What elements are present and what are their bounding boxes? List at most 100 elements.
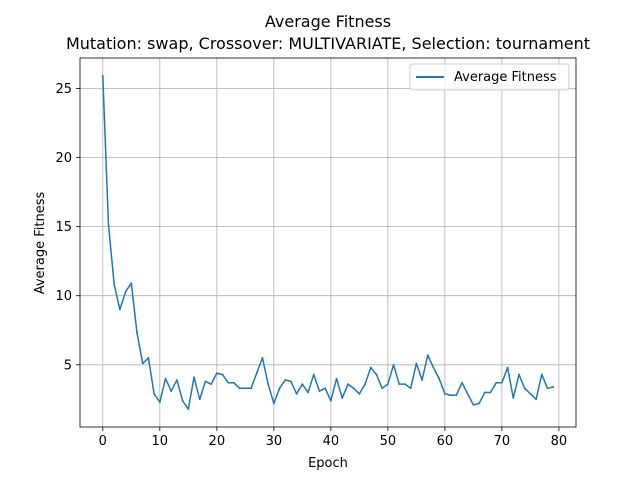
axis-ticks: 0 10 20 30 40 50 60 70 80 5 10 15 20 25 — [55, 82, 567, 449]
series-point — [438, 377, 441, 380]
series-line — [102, 75, 555, 410]
series-point — [381, 387, 384, 390]
series-point — [495, 381, 498, 384]
legend: Average Fitness — [409, 63, 570, 91]
x-tick-label: 80 — [551, 434, 568, 449]
x-tick-label: 30 — [266, 434, 283, 449]
series-point — [204, 380, 207, 383]
series-point — [341, 397, 344, 399]
series-point — [386, 383, 389, 386]
series-point — [221, 373, 224, 376]
y-tick-label: 15 — [55, 220, 72, 235]
series-point — [272, 402, 275, 405]
series-point — [136, 332, 138, 334]
y-tick-label: 10 — [55, 289, 72, 304]
series-point — [512, 397, 515, 399]
series-point — [461, 381, 463, 384]
series-point — [141, 362, 144, 365]
series-point — [489, 391, 492, 394]
series-point — [369, 366, 372, 369]
series-point — [227, 381, 230, 384]
series-point — [164, 377, 167, 380]
series-point — [449, 394, 452, 397]
series-point — [518, 373, 520, 376]
series-point — [153, 392, 156, 395]
x-axis-label: Epoch — [308, 456, 348, 471]
series-point — [244, 387, 247, 390]
series-point — [335, 377, 338, 380]
x-tick-label: 0 — [99, 434, 107, 449]
series-point — [455, 394, 458, 397]
series-point — [375, 373, 378, 376]
series-point — [500, 381, 503, 384]
series-point — [552, 386, 555, 388]
series-point — [107, 224, 110, 227]
series-point — [483, 391, 486, 394]
series-point — [255, 372, 258, 374]
series-point — [472, 403, 475, 406]
series-point — [392, 363, 395, 366]
series-point — [307, 391, 309, 394]
series-point — [238, 387, 241, 390]
series-point — [198, 398, 201, 401]
series-point — [466, 392, 469, 395]
chart-subtitle: Mutation: swap, Crossover: MULTIVARIATE,… — [66, 34, 590, 53]
series-point — [267, 383, 270, 386]
series-point — [358, 392, 361, 395]
legend-box — [409, 63, 570, 91]
series-point — [295, 392, 298, 395]
series-point — [290, 380, 292, 383]
x-tick-label: 60 — [437, 434, 454, 449]
series-point — [147, 357, 150, 359]
series-point — [284, 379, 287, 381]
series-point — [364, 383, 366, 386]
series-point — [398, 383, 401, 386]
series-point — [352, 387, 355, 390]
series-point — [181, 399, 184, 402]
series-point — [318, 390, 321, 392]
series-point — [250, 387, 252, 390]
series-point — [176, 379, 178, 381]
series-point — [187, 408, 190, 410]
chart-title: Average Fitness — [265, 12, 391, 31]
series-point — [233, 381, 235, 384]
series-point — [409, 387, 412, 390]
series-point — [278, 387, 281, 390]
series-point — [113, 283, 116, 286]
series-point — [535, 398, 537, 401]
series-point — [546, 387, 549, 390]
series-point — [523, 387, 526, 390]
series-point — [324, 387, 327, 390]
series-point — [540, 373, 543, 376]
series-point — [421, 379, 423, 381]
series-point — [432, 366, 435, 369]
series-point — [426, 354, 429, 357]
x-tick-label: 70 — [494, 434, 511, 449]
x-tick-label: 10 — [152, 434, 169, 449]
x-tick-label: 40 — [323, 434, 340, 449]
series-point — [347, 383, 349, 386]
series-point — [415, 362, 418, 365]
y-tick-label: 25 — [55, 82, 72, 97]
series-point — [261, 357, 264, 359]
series-point — [329, 399, 332, 402]
legend-label: Average Fitness — [454, 70, 557, 85]
plot-frame — [79, 57, 577, 428]
series-point — [193, 376, 195, 379]
series-point — [101, 75, 104, 77]
series-point — [124, 290, 127, 293]
series-point — [215, 372, 218, 374]
series-point — [404, 383, 406, 386]
y-axis-label: Average Fitness — [33, 192, 48, 295]
series-point — [210, 383, 213, 386]
y-tick-label: 20 — [55, 151, 72, 166]
series-point — [130, 282, 133, 285]
series-point — [478, 402, 480, 405]
series-point — [529, 392, 532, 395]
grid — [80, 58, 576, 427]
x-tick-label: 20 — [209, 434, 226, 449]
series-point — [158, 401, 161, 404]
y-tick-label: 5 — [64, 358, 72, 373]
